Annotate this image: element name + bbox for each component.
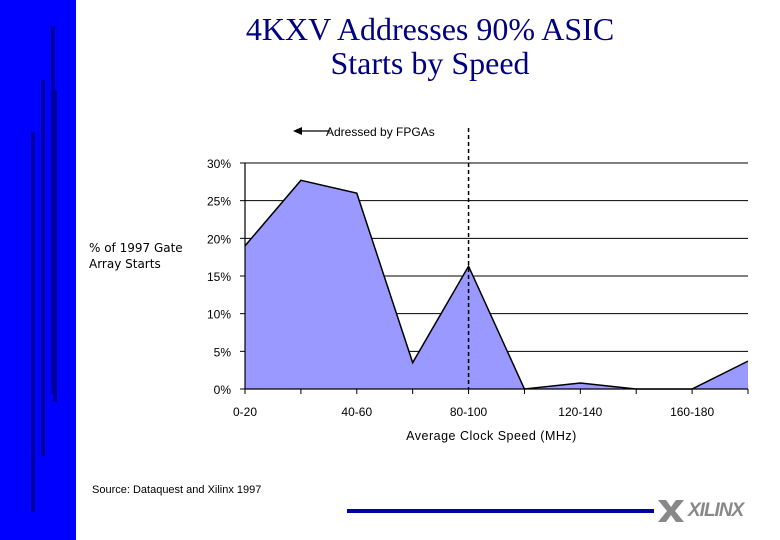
y-tick-label: 30% xyxy=(207,157,231,171)
decorative-bar-2 xyxy=(41,80,45,456)
y-tick-label: 5% xyxy=(214,345,232,359)
x-tick-label: 0-20 xyxy=(233,405,257,419)
x-tick-label: 40-60 xyxy=(341,405,372,419)
decorative-bar-3 xyxy=(31,132,35,512)
y-tick-label: 10% xyxy=(207,308,231,322)
x-tick-label: 120-140 xyxy=(558,405,602,419)
y-tick-label: 0% xyxy=(214,383,232,397)
area-series xyxy=(245,180,748,389)
annotation-label: Adressed by FPGAs xyxy=(326,125,435,139)
left-decorative-band xyxy=(0,0,76,540)
area-outline xyxy=(244,179,749,390)
y-tick-label: 25% xyxy=(207,195,231,209)
decorative-bar-4 xyxy=(53,90,57,402)
y-tick-label: 15% xyxy=(207,270,231,284)
y-tick-label: 20% xyxy=(207,232,231,246)
y-axis-label: % of 1997 Gate Array Starts xyxy=(89,241,183,271)
xilinx-logo-icon xyxy=(658,500,684,522)
annotation-arrow-head xyxy=(293,127,302,135)
x-tick-label: 160-180 xyxy=(670,405,714,419)
source-note: Source: Dataquest and Xilinx 1997 xyxy=(92,484,262,496)
x-axis-label: Average Clock Speed (MHz) xyxy=(406,429,577,443)
logo-wordmark: XILINX xyxy=(688,500,744,521)
title-line-2: Starts by Speed xyxy=(330,45,530,81)
title-line-1: 4KXV Addresses 90% ASIC xyxy=(245,11,615,47)
bottom-rule xyxy=(347,509,654,513)
slide-title: 4KXV Addresses 90% ASIC Starts by Speed xyxy=(110,12,750,80)
x-tick-label: 80-100 xyxy=(450,405,488,419)
